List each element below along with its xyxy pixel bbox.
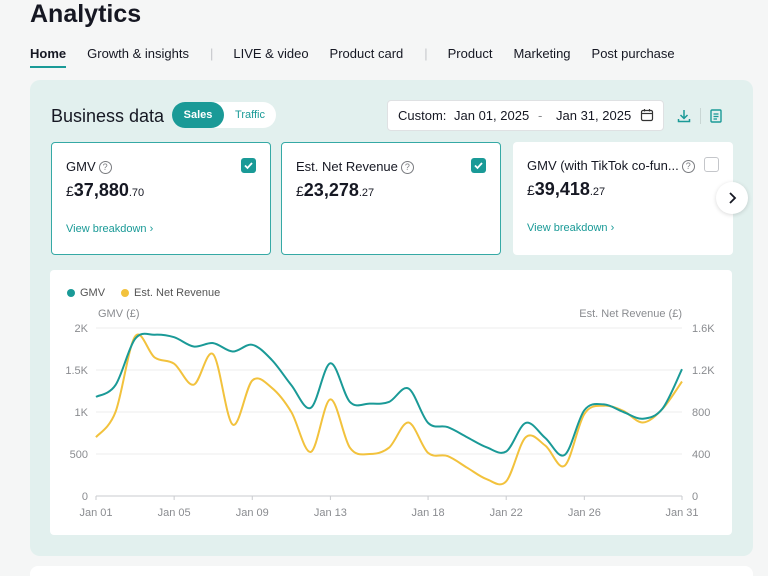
tab-divider: | — [424, 46, 428, 61]
x-tick-label: Jan 31 — [665, 507, 698, 519]
metric-label: GMV (with TikTok co-fun...? — [527, 158, 695, 173]
date-end: Jan 31, 2025 — [556, 108, 632, 123]
x-tick-label: Jan 22 — [490, 507, 523, 519]
chevron-right-icon — [729, 192, 737, 204]
x-tick-label: Jan 05 — [158, 507, 191, 519]
icon-divider — [700, 108, 701, 124]
download-icon[interactable] — [676, 108, 692, 124]
help-icon: ? — [98, 161, 112, 174]
series-line-gmv — [95, 332, 683, 457]
sales-traffic-toggle: Sales Traffic — [172, 102, 276, 128]
x-tick-label: Jan 09 — [236, 507, 269, 519]
tab-divider: | — [210, 46, 214, 61]
y-left-axis-label: GMV (£) — [98, 308, 140, 320]
chart-card: GMV Est. Net Revenue 2K 1.6K 1.5K 1.2K 1K 800… — [50, 270, 732, 535]
y-right-tick-label: 1.2K — [692, 365, 715, 377]
legend-gmv[interactable]: GMV — [67, 287, 105, 299]
y-right-tick-label: 1.6K — [692, 323, 715, 335]
help-icon: ? — [681, 160, 695, 173]
y-right-tick-label: 800 — [692, 407, 710, 419]
metric-label: Est. Net Revenue? — [296, 159, 414, 174]
series-line-est-net-revenue — [95, 333, 683, 486]
view-breakdown-link[interactable]: View breakdown › — [66, 223, 154, 235]
tab-home[interactable]: Home — [30, 44, 67, 68]
next-cards-button[interactable] — [716, 182, 748, 214]
metric-value: £39,418.27 — [527, 179, 606, 199]
tab-growth-insights[interactable]: Growth & insights — [87, 46, 189, 61]
checkmark-icon — [244, 162, 253, 170]
date-range-label: Custom: — [398, 108, 447, 123]
tab-marketing[interactable]: Marketing — [513, 46, 571, 61]
tab-product-card[interactable]: Product card — [329, 46, 404, 61]
line-chart: 2K 1.6K 1.5K 1.2K 1K 800 500 400 0 0 GMV (£) Est. N… — [65, 308, 715, 519]
toggle-traffic[interactable]: Traffic — [235, 109, 265, 121]
metric-value: £23,278.27 — [296, 180, 375, 200]
view-breakdown-link[interactable]: View breakdown › — [527, 222, 615, 234]
metric-card-est-net-revenue[interactable]: Est. Net Revenue? £23,278.27 — [281, 142, 501, 255]
nav-tabs: Home Growth & insights | LIVE & video Pr… — [30, 44, 696, 70]
metric-card-gmv[interactable]: GMV? £37,880.70 View breakdown › — [51, 142, 271, 255]
metric-checkbox[interactable] — [471, 158, 486, 173]
date-separator: - — [538, 108, 543, 123]
metric-checkbox[interactable] — [704, 157, 719, 172]
checkmark-icon — [474, 162, 483, 170]
metric-card-gmv-cofunded[interactable]: GMV (with TikTok co-fun...? £39,418.27 V… — [513, 142, 733, 255]
metric-label: GMV? — [66, 159, 112, 174]
page-title: Analytics — [30, 0, 142, 28]
x-tick-label: Jan 26 — [568, 507, 601, 519]
date-start: Jan 01, 2025 — [454, 108, 530, 123]
legend-est-net-revenue[interactable]: Est. Net Revenue — [121, 287, 220, 299]
calendar-icon — [640, 109, 654, 122]
help-icon: ? — [400, 161, 414, 174]
y-right-tick-label: 400 — [692, 449, 710, 461]
business-data-panel: Business data Sales Traffic Custom: Jan … — [30, 80, 753, 556]
metric-checkbox[interactable] — [241, 158, 256, 173]
x-tick-label: Jan 18 — [412, 507, 445, 519]
y-left-tick-label: 1.5K — [65, 365, 88, 377]
business-data-title: Business data — [51, 106, 165, 126]
x-tick-label: Jan 13 — [314, 507, 347, 519]
toggle-sales[interactable]: Sales — [172, 102, 224, 128]
tab-post-purchase[interactable]: Post purchase — [591, 46, 675, 61]
y-left-tick-label: 0 — [82, 491, 88, 503]
y-left-tick-label: 2K — [75, 323, 89, 335]
legend-dot — [67, 289, 75, 297]
y-left-tick-label: 1K — [75, 407, 89, 419]
y-left-tick-label: 500 — [70, 449, 88, 461]
y-right-tick-label: 0 — [692, 491, 698, 503]
tab-product[interactable]: Product — [447, 46, 493, 61]
y-right-axis-label: Est. Net Revenue (£) — [579, 308, 682, 320]
legend-dot — [121, 289, 129, 297]
tab-live-video[interactable]: LIVE & video — [233, 46, 309, 61]
date-range-picker[interactable]: Custom: Jan 01, 2025 - Jan 31, 2025 — [387, 100, 664, 131]
report-icon[interactable] — [708, 108, 724, 124]
next-section-card — [30, 566, 753, 576]
metric-value: £37,880.70 — [66, 180, 145, 200]
x-tick-label: Jan 01 — [79, 507, 112, 519]
